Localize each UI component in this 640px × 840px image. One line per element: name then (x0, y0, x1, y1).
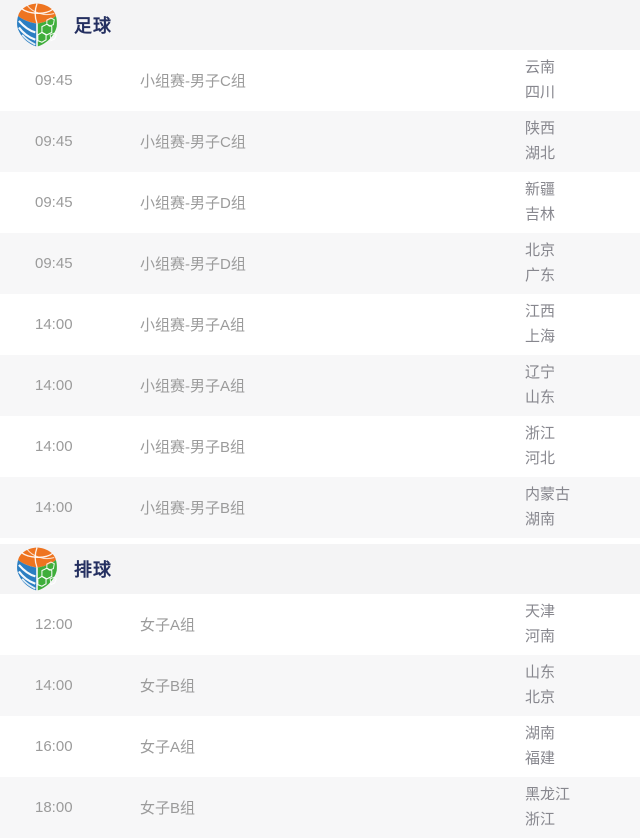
match-event: 小组赛-男子D组 (140, 256, 246, 273)
match-event: 女子B组 (140, 800, 196, 817)
section-header: 足球 (0, 0, 640, 50)
team-away: 四川 (525, 84, 556, 101)
match-time: 09:45 (35, 133, 73, 150)
team-home: 内蒙古 (525, 485, 571, 503)
match-row[interactable]: 14:00 小组赛-男子A组 辽宁 山东 (0, 355, 640, 416)
match-time: 09:45 (35, 255, 73, 272)
match-time: 14:00 (35, 499, 73, 516)
match-row[interactable]: 18:00 女子B组 黑龙江 浙江 (0, 777, 640, 838)
match-row[interactable]: 14:00 小组赛-男子B组 浙江 河北 (0, 416, 640, 477)
match-list: 09:45 小组赛-男子C组 云南 四川 09:45 小组赛-男子C组 陕西 湖… (0, 50, 640, 538)
match-event: 小组赛-男子C组 (140, 134, 246, 151)
team-home: 北京 (525, 241, 556, 259)
team-away: 河南 (525, 628, 556, 645)
match-row[interactable]: 09:45 小组赛-男子C组 云南 四川 (0, 50, 640, 111)
match-teams: 山东 北京 (525, 663, 640, 709)
team-home: 陕西 (525, 119, 556, 137)
match-event: 小组赛-男子C组 (140, 73, 246, 90)
match-time: 09:45 (35, 194, 73, 211)
match-event: 女子A组 (140, 617, 196, 634)
match-teams: 江西 上海 (525, 302, 640, 348)
team-home: 湖南 (525, 724, 556, 742)
match-row[interactable]: 09:45 小组赛-男子D组 新疆 吉林 (0, 172, 640, 233)
team-home: 新疆 (525, 180, 556, 198)
match-teams: 陕西 湖北 (525, 119, 640, 165)
team-home: 天津 (525, 602, 556, 620)
match-teams: 辽宁 山东 (525, 363, 640, 409)
match-row[interactable]: 16:00 女子A组 湖南 福建 (0, 716, 640, 777)
match-time: 12:00 (35, 616, 73, 633)
sports-cube-logo-icon (10, 1, 64, 49)
match-teams: 天津 河南 (525, 602, 640, 648)
match-time: 16:00 (35, 738, 73, 755)
team-away: 河北 (525, 450, 556, 467)
sport-section: 排球 12:00 女子A组 天津 河南 14:00 女子B组 山东 北京 16:… (0, 544, 640, 838)
match-list: 12:00 女子A组 天津 河南 14:00 女子B组 山东 北京 16:00 … (0, 594, 640, 838)
match-teams: 内蒙古 湖南 (525, 485, 640, 531)
sports-cube-logo-icon (10, 545, 64, 593)
match-teams: 新疆 吉林 (525, 180, 640, 226)
team-away: 湖南 (525, 511, 556, 528)
team-home: 江西 (525, 302, 556, 320)
team-away: 广东 (525, 267, 556, 284)
match-time: 14:00 (35, 677, 73, 694)
match-event: 女子A组 (140, 739, 196, 756)
match-teams: 北京 广东 (525, 241, 640, 287)
match-row[interactable]: 09:45 小组赛-男子C组 陕西 湖北 (0, 111, 640, 172)
match-row[interactable]: 12:00 女子A组 天津 河南 (0, 594, 640, 655)
team-away: 山东 (525, 389, 556, 406)
match-teams: 黑龙江 浙江 (525, 785, 640, 831)
match-row[interactable]: 09:45 小组赛-男子D组 北京 广东 (0, 233, 640, 294)
match-event: 女子B组 (140, 678, 196, 695)
match-time: 14:00 (35, 316, 73, 333)
team-away: 吉林 (525, 206, 556, 223)
match-row[interactable]: 14:00 女子B组 山东 北京 (0, 655, 640, 716)
match-event: 小组赛-男子A组 (140, 378, 246, 395)
team-away: 浙江 (525, 811, 556, 828)
team-home: 山东 (525, 663, 556, 681)
match-teams: 浙江 河北 (525, 424, 640, 470)
team-away: 福建 (525, 750, 556, 767)
match-time: 09:45 (35, 72, 73, 89)
team-home: 浙江 (525, 424, 556, 442)
sport-section: 足球 09:45 小组赛-男子C组 云南 四川 09:45 小组赛-男子C组 陕… (0, 0, 640, 538)
match-event: 小组赛-男子D组 (140, 195, 246, 212)
match-event: 小组赛-男子A组 (140, 317, 246, 334)
match-time: 14:00 (35, 438, 73, 455)
match-teams: 湖南 福建 (525, 724, 640, 770)
match-teams: 云南 四川 (525, 58, 640, 104)
team-home: 黑龙江 (525, 785, 571, 803)
match-event: 小组赛-男子B组 (140, 500, 246, 517)
match-time: 18:00 (35, 799, 73, 816)
match-row[interactable]: 14:00 小组赛-男子A组 江西 上海 (0, 294, 640, 355)
team-away: 湖北 (525, 145, 556, 162)
team-away: 上海 (525, 328, 556, 345)
match-row[interactable]: 14:00 小组赛-男子B组 内蒙古 湖南 (0, 477, 640, 538)
section-title: 足球 (74, 16, 112, 36)
section-title: 排球 (74, 560, 112, 580)
team-home: 辽宁 (525, 363, 556, 381)
match-time: 14:00 (35, 377, 73, 394)
match-event: 小组赛-男子B组 (140, 439, 246, 456)
section-header: 排球 (0, 544, 640, 594)
team-home: 云南 (525, 58, 556, 76)
team-away: 北京 (525, 689, 556, 706)
